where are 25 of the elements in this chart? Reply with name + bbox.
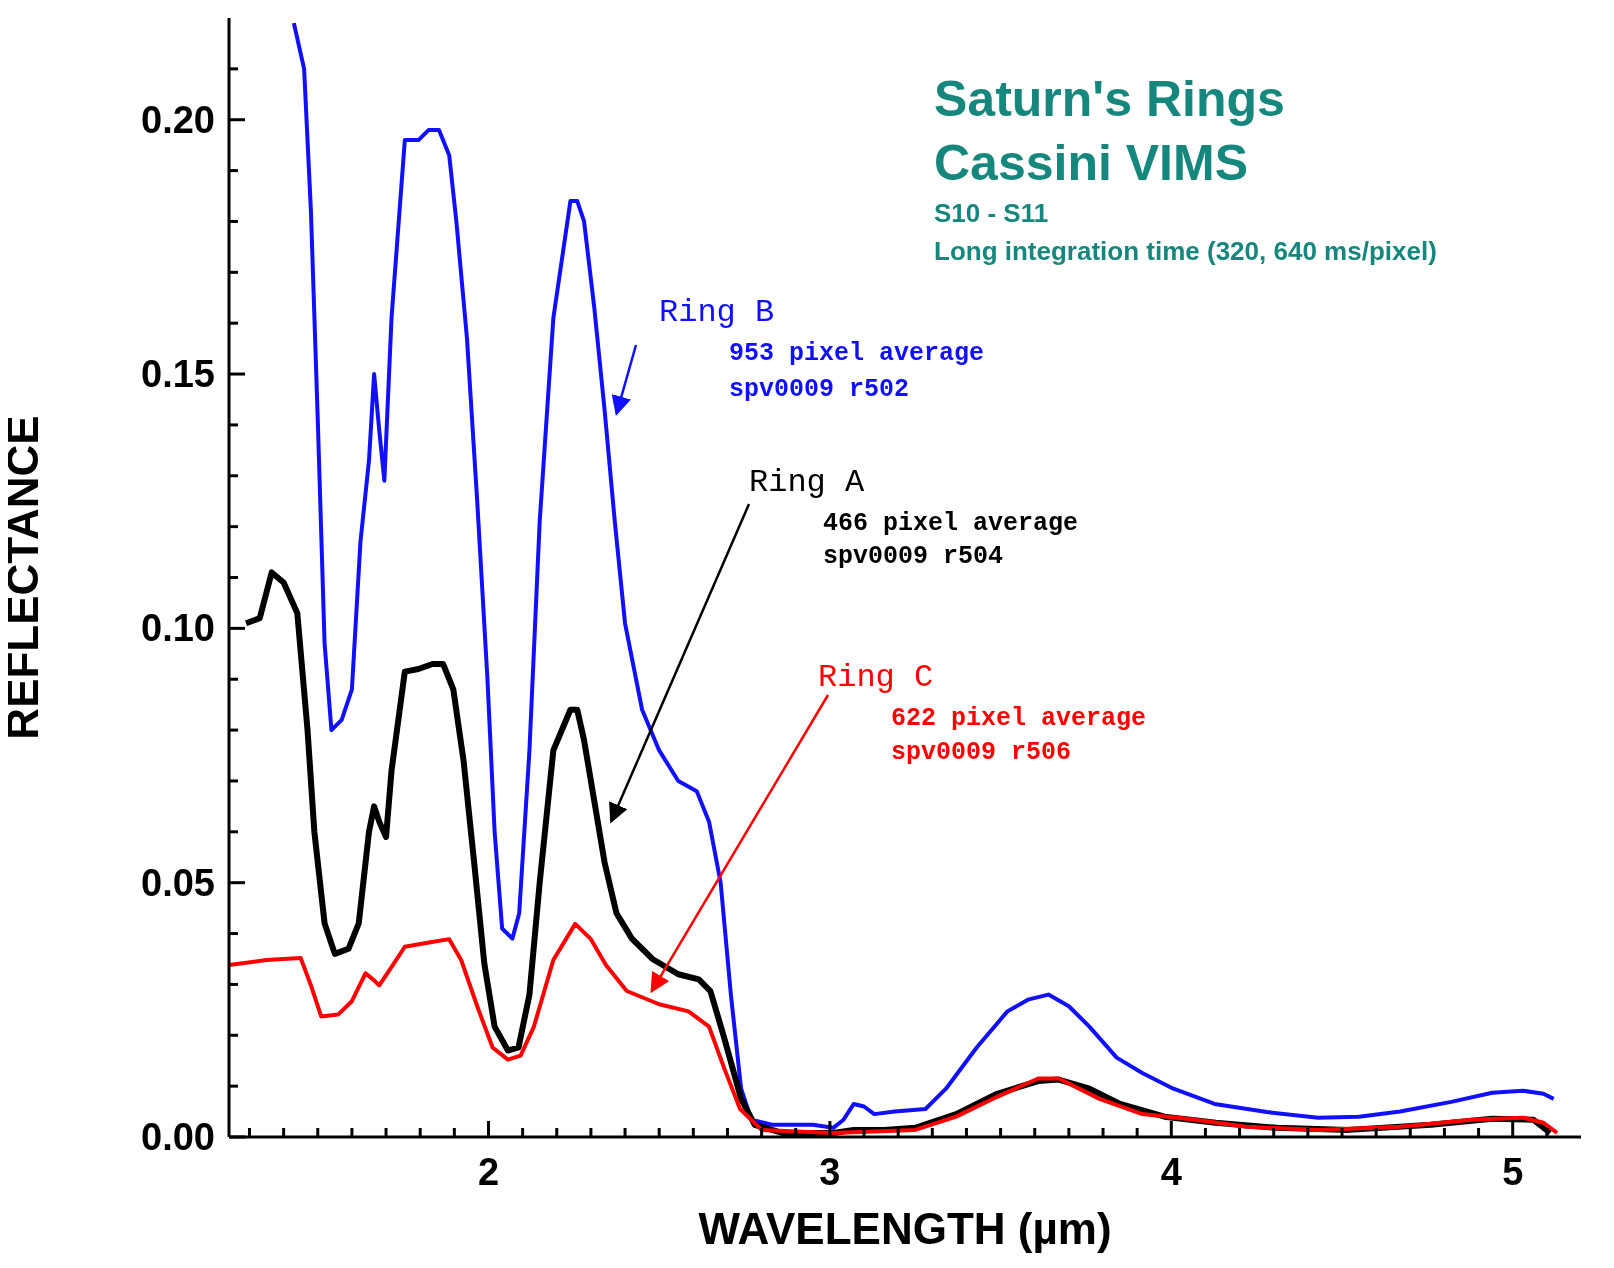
y-tick-label: 0.05 <box>141 861 215 904</box>
text: Cassini VIMS <box>934 135 1248 191</box>
line-series <box>229 921 1560 1135</box>
text: Ring C <box>818 659 934 696</box>
x-tick-label: 4 <box>1160 1151 1182 1193</box>
x-tick-label: 3 <box>819 1151 841 1193</box>
annotation: S10 - S11 <box>934 198 1049 228</box>
line-series <box>291 21 1556 1130</box>
y-tick-label: 0.15 <box>141 353 215 396</box>
series-label: Ring B <box>659 294 775 331</box>
y-tick-label: 0.10 <box>141 607 215 650</box>
y-tick-label: 0.20 <box>141 98 215 141</box>
text: Ring A <box>749 464 866 501</box>
annotation: 622 pixel average <box>891 704 1147 733</box>
x-tick-label: 5 <box>1502 1151 1524 1193</box>
annotation: 466 pixel average <box>823 509 1079 538</box>
annotation: spv0009 r504 <box>823 542 1004 571</box>
annotation: spv0009 r502 <box>729 375 910 404</box>
x-tick-label: 2 <box>477 1151 500 1193</box>
annotation: Long integration time (320, 640 ms/pixel) <box>934 236 1437 266</box>
y-tick-label: 0.00 <box>141 1116 215 1158</box>
annotation: 953 pixel average <box>729 339 985 368</box>
annotation: spv0009 r506 <box>891 738 1072 767</box>
text: Saturn's Rings <box>934 71 1285 127</box>
x-axis-title: WAVELENGTH (µm) <box>698 1204 1112 1253</box>
